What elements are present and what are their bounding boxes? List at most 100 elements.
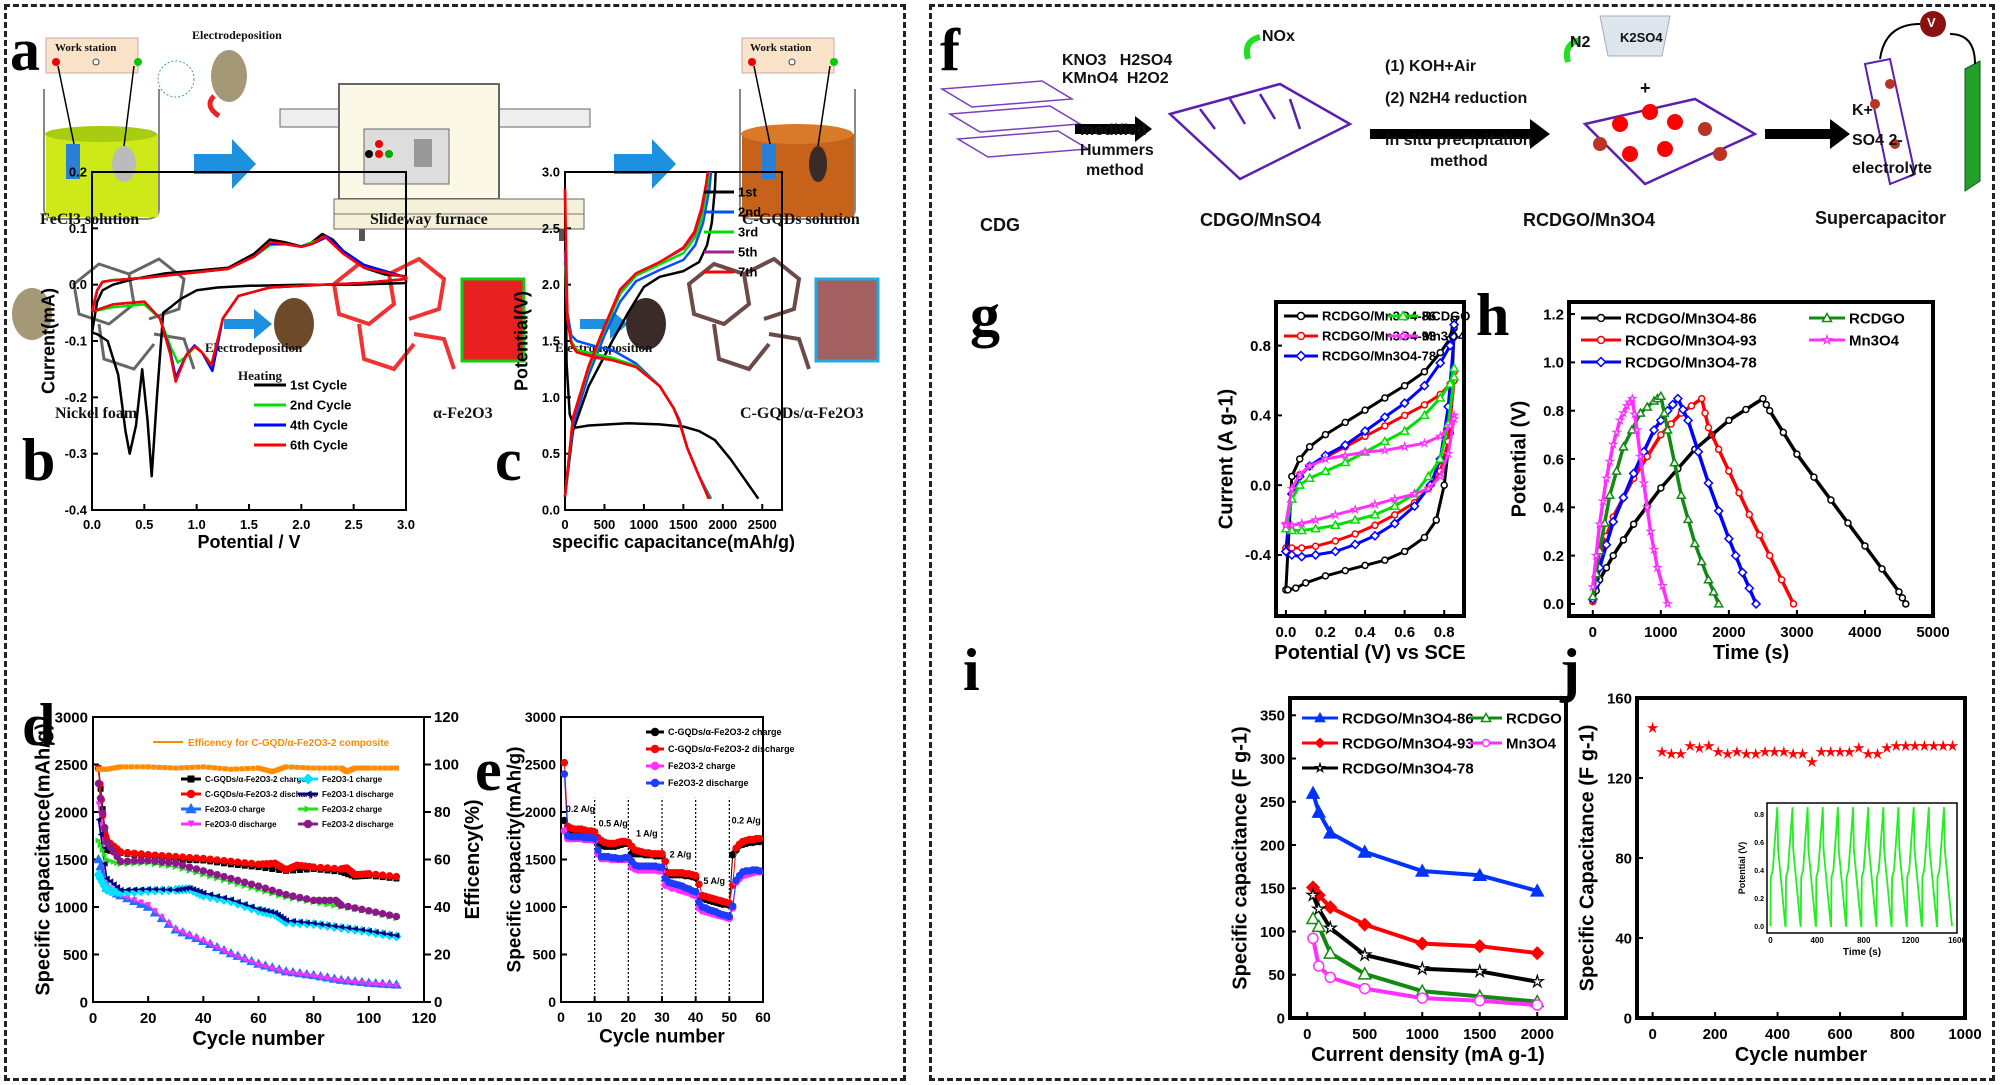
legend-label: C-GQDs/α-Fe2O3-2 charge: [668, 727, 782, 737]
data-point: [1379, 444, 1391, 456]
data-point: [1420, 368, 1429, 376]
data-point: [1723, 533, 1734, 544]
y-tick-label: 0.6: [1543, 451, 1564, 468]
chart-j: 0 200 400 600 800 1000 0 40 80 120 160 Cycle number…: [1577, 690, 1982, 1066]
stage-label-supercapacitor: Supercapacitor: [1815, 208, 1947, 228]
ion-so4: SO4 2-: [1852, 132, 1903, 149]
legend-marker: [1313, 761, 1327, 774]
y-tick-label: 0.8: [1543, 403, 1564, 420]
data-point: [241, 901, 248, 908]
data-point: [268, 886, 277, 895]
arrow-icon: [1765, 119, 1850, 149]
data-point: [317, 974, 324, 981]
data-point: [165, 858, 173, 867]
nickel-foam-network-icon: [72, 257, 196, 371]
data-point: [1419, 380, 1430, 391]
efficiency-point: [352, 765, 358, 771]
data-point: [1359, 982, 1371, 995]
data-point: [240, 878, 249, 887]
data-point: [1436, 348, 1445, 357]
efficiency-point: [300, 765, 306, 771]
data-point: [728, 902, 737, 910]
label-step1-electrodeposition: Electrodeposition: [205, 340, 303, 355]
legend-marker: [186, 789, 196, 799]
x-tick-label: 2000: [1521, 1026, 1554, 1043]
data-point: [1634, 450, 1647, 462]
data-point: [227, 896, 234, 903]
data-point: [1359, 426, 1371, 437]
x-tick-label: 20: [621, 1009, 637, 1025]
data-point: [214, 944, 221, 951]
data-point: [560, 758, 569, 767]
data-point: [192, 865, 201, 873]
stage-label-cdgo: CDGO/MnSO4: [1200, 210, 1322, 230]
data-point: [172, 886, 179, 893]
rate-label: 1 A/g: [636, 829, 658, 839]
data-point: [221, 948, 228, 955]
data-point: [1745, 510, 1754, 519]
y-tick-label: 1500: [525, 851, 556, 867]
data-point: [1744, 583, 1755, 594]
electrodeposition-label-top: Electrodeposition: [192, 28, 282, 42]
data-point: [1861, 542, 1869, 550]
data-point: [1416, 992, 1428, 1004]
data-point: [241, 956, 248, 963]
data-point: [341, 870, 348, 877]
data-point: [1618, 441, 1629, 451]
data-point: [1703, 478, 1714, 489]
y-tick-label: 40: [1615, 930, 1632, 947]
x-tick-label: 120: [411, 1010, 436, 1027]
data-point: [1648, 424, 1660, 436]
stage-label-rcdgo: RCDGO/Mn3O4: [1523, 210, 1656, 230]
gas-nox: NOx: [1262, 28, 1295, 45]
data-point: [1349, 503, 1361, 515]
data-point: [1765, 551, 1774, 560]
data-point: [1309, 514, 1322, 525]
data-point: [1806, 755, 1818, 768]
salt-k2so4: K2SO4: [1620, 30, 1663, 45]
slideway-furnace-icon: [279, 83, 591, 241]
data-point: [1531, 999, 1543, 1011]
data-point: [358, 926, 365, 933]
data-point: [1304, 460, 1316, 471]
data-point: [1444, 419, 1456, 431]
efficiency-point: [275, 767, 281, 773]
data-point: [1389, 493, 1401, 504]
composite-network-icon: [686, 256, 811, 372]
data-point: [590, 834, 599, 843]
data-point: [172, 859, 180, 868]
data-point: [755, 834, 764, 843]
beaker-fecl3-icon: [43, 37, 160, 220]
data-point: [1449, 319, 1460, 330]
nickel-foam-disc-icon: [12, 288, 52, 340]
ion-k: K+: [1852, 102, 1873, 119]
data-point: [1305, 886, 1321, 902]
data-point: [1725, 416, 1733, 425]
data-point: [1657, 431, 1665, 439]
y2-tick-label: 20: [434, 947, 451, 964]
panel-letter-f: f: [940, 17, 960, 83]
data-point: [110, 881, 117, 888]
data-point: [1631, 424, 1643, 435]
legend-label: RCDGO/Mn3O4-86: [1625, 310, 1757, 327]
series-line: [97, 783, 397, 918]
x-tick-label: 2.0: [292, 517, 310, 532]
data-point: [1330, 519, 1341, 530]
data-point: [1890, 739, 1903, 752]
data-point: [199, 867, 208, 875]
data-point: [100, 823, 109, 832]
data-point: [1601, 539, 1612, 550]
y-tick-label: 0.4: [1250, 408, 1272, 425]
data-point: [1638, 477, 1650, 488]
data-point: [116, 848, 125, 856]
inset-y-tick-label: 0.4: [1754, 868, 1764, 875]
data-point: [1600, 472, 1613, 484]
data-point: [1708, 586, 1719, 596]
data-point: [1449, 331, 1460, 342]
panel-letter-c: c: [495, 427, 522, 493]
efficiency-point: [261, 766, 267, 772]
panel-a-schematic: [12, 37, 880, 372]
data-point: [1704, 423, 1713, 432]
data-point: [1703, 574, 1714, 584]
data-point: [185, 853, 194, 862]
